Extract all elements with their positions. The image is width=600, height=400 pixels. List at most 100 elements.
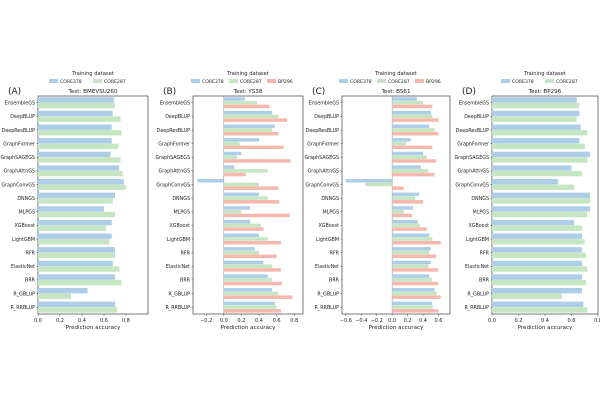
legend-label-core287: CORE287	[104, 79, 126, 85]
legend-swatch-core378	[339, 79, 348, 83]
bar-core378	[392, 97, 417, 101]
category-label: DeepBLUP	[314, 114, 339, 120]
x-tick-label: 0.4	[78, 318, 86, 324]
bar-core287	[492, 170, 583, 177]
category-label: XGBoost	[14, 223, 35, 229]
bar-core287	[492, 239, 585, 245]
bar-core378	[492, 206, 591, 212]
legend-swatch-core378	[49, 79, 58, 83]
category-label: DNNGS	[321, 196, 339, 202]
category-label: RFR	[26, 250, 36, 256]
x-axis-label: Prediction accuracy	[221, 325, 276, 331]
bar-core287	[223, 100, 258, 105]
bar-core287	[38, 157, 121, 163]
category-label: R_GBLUP	[13, 291, 35, 297]
bar-bp296	[392, 186, 404, 190]
bar-core287	[223, 196, 268, 200]
bar-core287	[38, 184, 126, 190]
category-label: MLPGS	[323, 210, 339, 216]
x-tick-label: 0.6	[273, 318, 281, 324]
bar-bp296	[223, 227, 264, 231]
bar-core287	[38, 102, 115, 109]
bar-core378	[392, 301, 433, 306]
x-tick-label: 0.4	[541, 318, 549, 324]
bar-core287	[392, 264, 429, 268]
category-label: MLPGS	[19, 210, 35, 216]
bar-core287	[392, 209, 404, 214]
category-label: BRR	[479, 278, 490, 284]
bar-core287	[492, 198, 591, 204]
category-label: R_GBLUP	[168, 291, 190, 297]
category-label: ElasticNet	[465, 264, 489, 270]
bar-core378	[223, 287, 273, 292]
chart-panel-4: (D) Training dataset CORE378 CORE287 Test: B…	[454, 71, 600, 331]
bar-core287	[492, 102, 580, 109]
bar-core378	[38, 97, 114, 103]
axes-frame	[341, 95, 451, 315]
bar-bp296	[223, 159, 291, 163]
bar-bp296	[223, 213, 290, 218]
category-label: GraphAttnGS	[4, 169, 35, 175]
bar-core287	[38, 198, 113, 204]
bar-bp296	[223, 104, 270, 109]
bar-core287	[492, 157, 588, 163]
bar-core378	[38, 233, 112, 239]
bar-core287	[223, 278, 273, 282]
category-label: GraphAttnGS	[308, 169, 339, 175]
category-label: GraphConvGS	[455, 182, 489, 188]
bar-bp296	[223, 240, 281, 245]
bar-bp296	[392, 104, 433, 109]
bar-core287	[223, 169, 268, 173]
category-label: DNNGS	[471, 196, 489, 202]
bar-core287	[392, 128, 435, 132]
bar-core378	[492, 124, 581, 130]
bar-core378	[492, 233, 583, 239]
bar-core378	[492, 178, 559, 185]
bar-core378	[392, 138, 411, 142]
legend-label-core378: CORE378	[512, 79, 534, 85]
bar-core287	[223, 114, 279, 119]
legend-swatch-core287	[229, 79, 238, 83]
legend-swatch-bp296	[415, 79, 424, 83]
legend-swatch-bp296	[267, 79, 276, 83]
bar-core378	[392, 247, 431, 251]
x-tick-label: 0.0	[34, 318, 42, 324]
bar-core378	[223, 138, 259, 142]
bar-bp296	[392, 309, 439, 313]
bar-core287	[38, 252, 115, 259]
category-label: EnsembleGS	[309, 101, 339, 107]
bar-core378	[492, 287, 583, 294]
legend-title: Training dataset	[374, 71, 417, 77]
category-label: GraphSAGEGS	[454, 155, 489, 161]
category-label: R_GBLUP	[317, 291, 339, 297]
category-label: GraphConvGS	[156, 182, 190, 188]
bar-core378	[223, 206, 251, 210]
bar-core287	[392, 237, 433, 241]
bar-core287	[38, 143, 119, 150]
legend-label-core378: CORE378	[60, 79, 82, 85]
bar-core378	[38, 165, 120, 171]
category-label: DNNGS	[17, 196, 35, 202]
bar-core287	[223, 155, 237, 159]
bar-core378	[197, 178, 224, 183]
category-label: DNNGS	[172, 196, 190, 202]
category-label: GraphFormer	[3, 141, 35, 147]
bar-bp296	[223, 172, 246, 177]
x-tick-label: 0.6	[568, 318, 576, 324]
bar-core378	[38, 192, 115, 198]
bar-core287	[38, 130, 122, 136]
legend-label-bp296: BP296	[426, 79, 441, 85]
bar-core378	[38, 247, 115, 253]
bar-bp296	[392, 268, 439, 272]
bar-core378	[392, 206, 413, 210]
x-tick-label: 0.0	[220, 318, 228, 324]
bar-core378	[38, 260, 113, 267]
bar-bp296	[392, 200, 423, 204]
x-axis-label: Prediction accuracy	[369, 325, 424, 331]
category-label: DeepBLUP	[464, 114, 489, 120]
category-label: GraphAttnGS	[159, 169, 190, 175]
bar-core287	[38, 239, 110, 245]
bar-core378	[392, 260, 431, 265]
x-tick-label: 0.0	[388, 318, 396, 324]
legend-label-core378: CORE378	[350, 79, 372, 85]
